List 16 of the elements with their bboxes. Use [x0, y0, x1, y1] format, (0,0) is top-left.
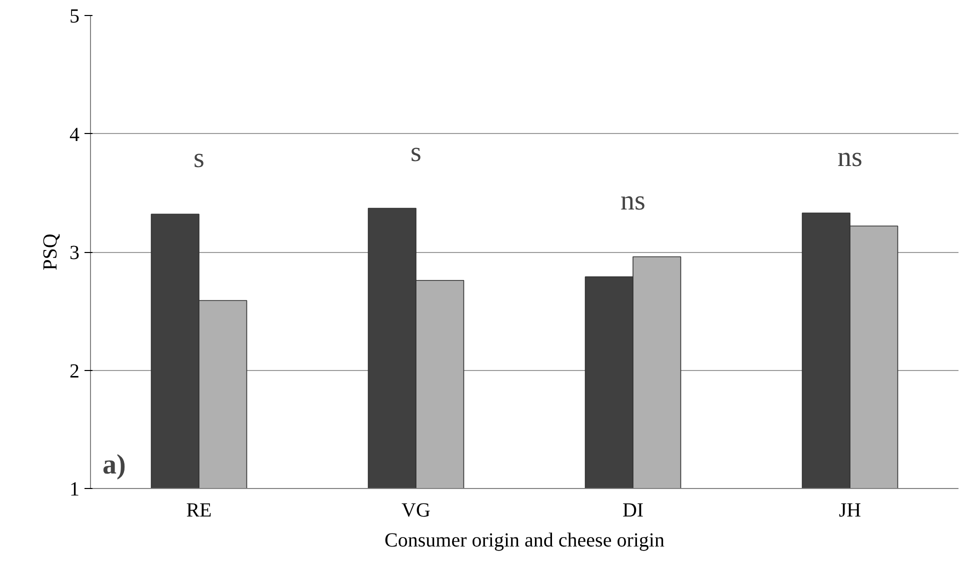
- y-tick-label: 1: [70, 478, 80, 500]
- x-tick-label: DI: [622, 500, 644, 522]
- x-tick-label: RE: [186, 500, 212, 522]
- y-tick-label: 4: [70, 124, 80, 146]
- y-tick-label: 5: [70, 6, 80, 28]
- annotation: s: [410, 137, 422, 168]
- x-tick-label: JH: [838, 500, 862, 522]
- y-axis-title: PSQ: [40, 233, 62, 270]
- annotation: a): [102, 450, 126, 480]
- x-axis-title: Consumer origin and cheese origin: [384, 530, 664, 552]
- y-tick-label: 2: [70, 360, 80, 382]
- annotation: s: [194, 143, 204, 174]
- annotation: ns: [838, 142, 862, 173]
- y-tick-label: 3: [70, 242, 80, 264]
- annotation: ns: [620, 186, 646, 217]
- x-tick-label: VG: [402, 500, 430, 522]
